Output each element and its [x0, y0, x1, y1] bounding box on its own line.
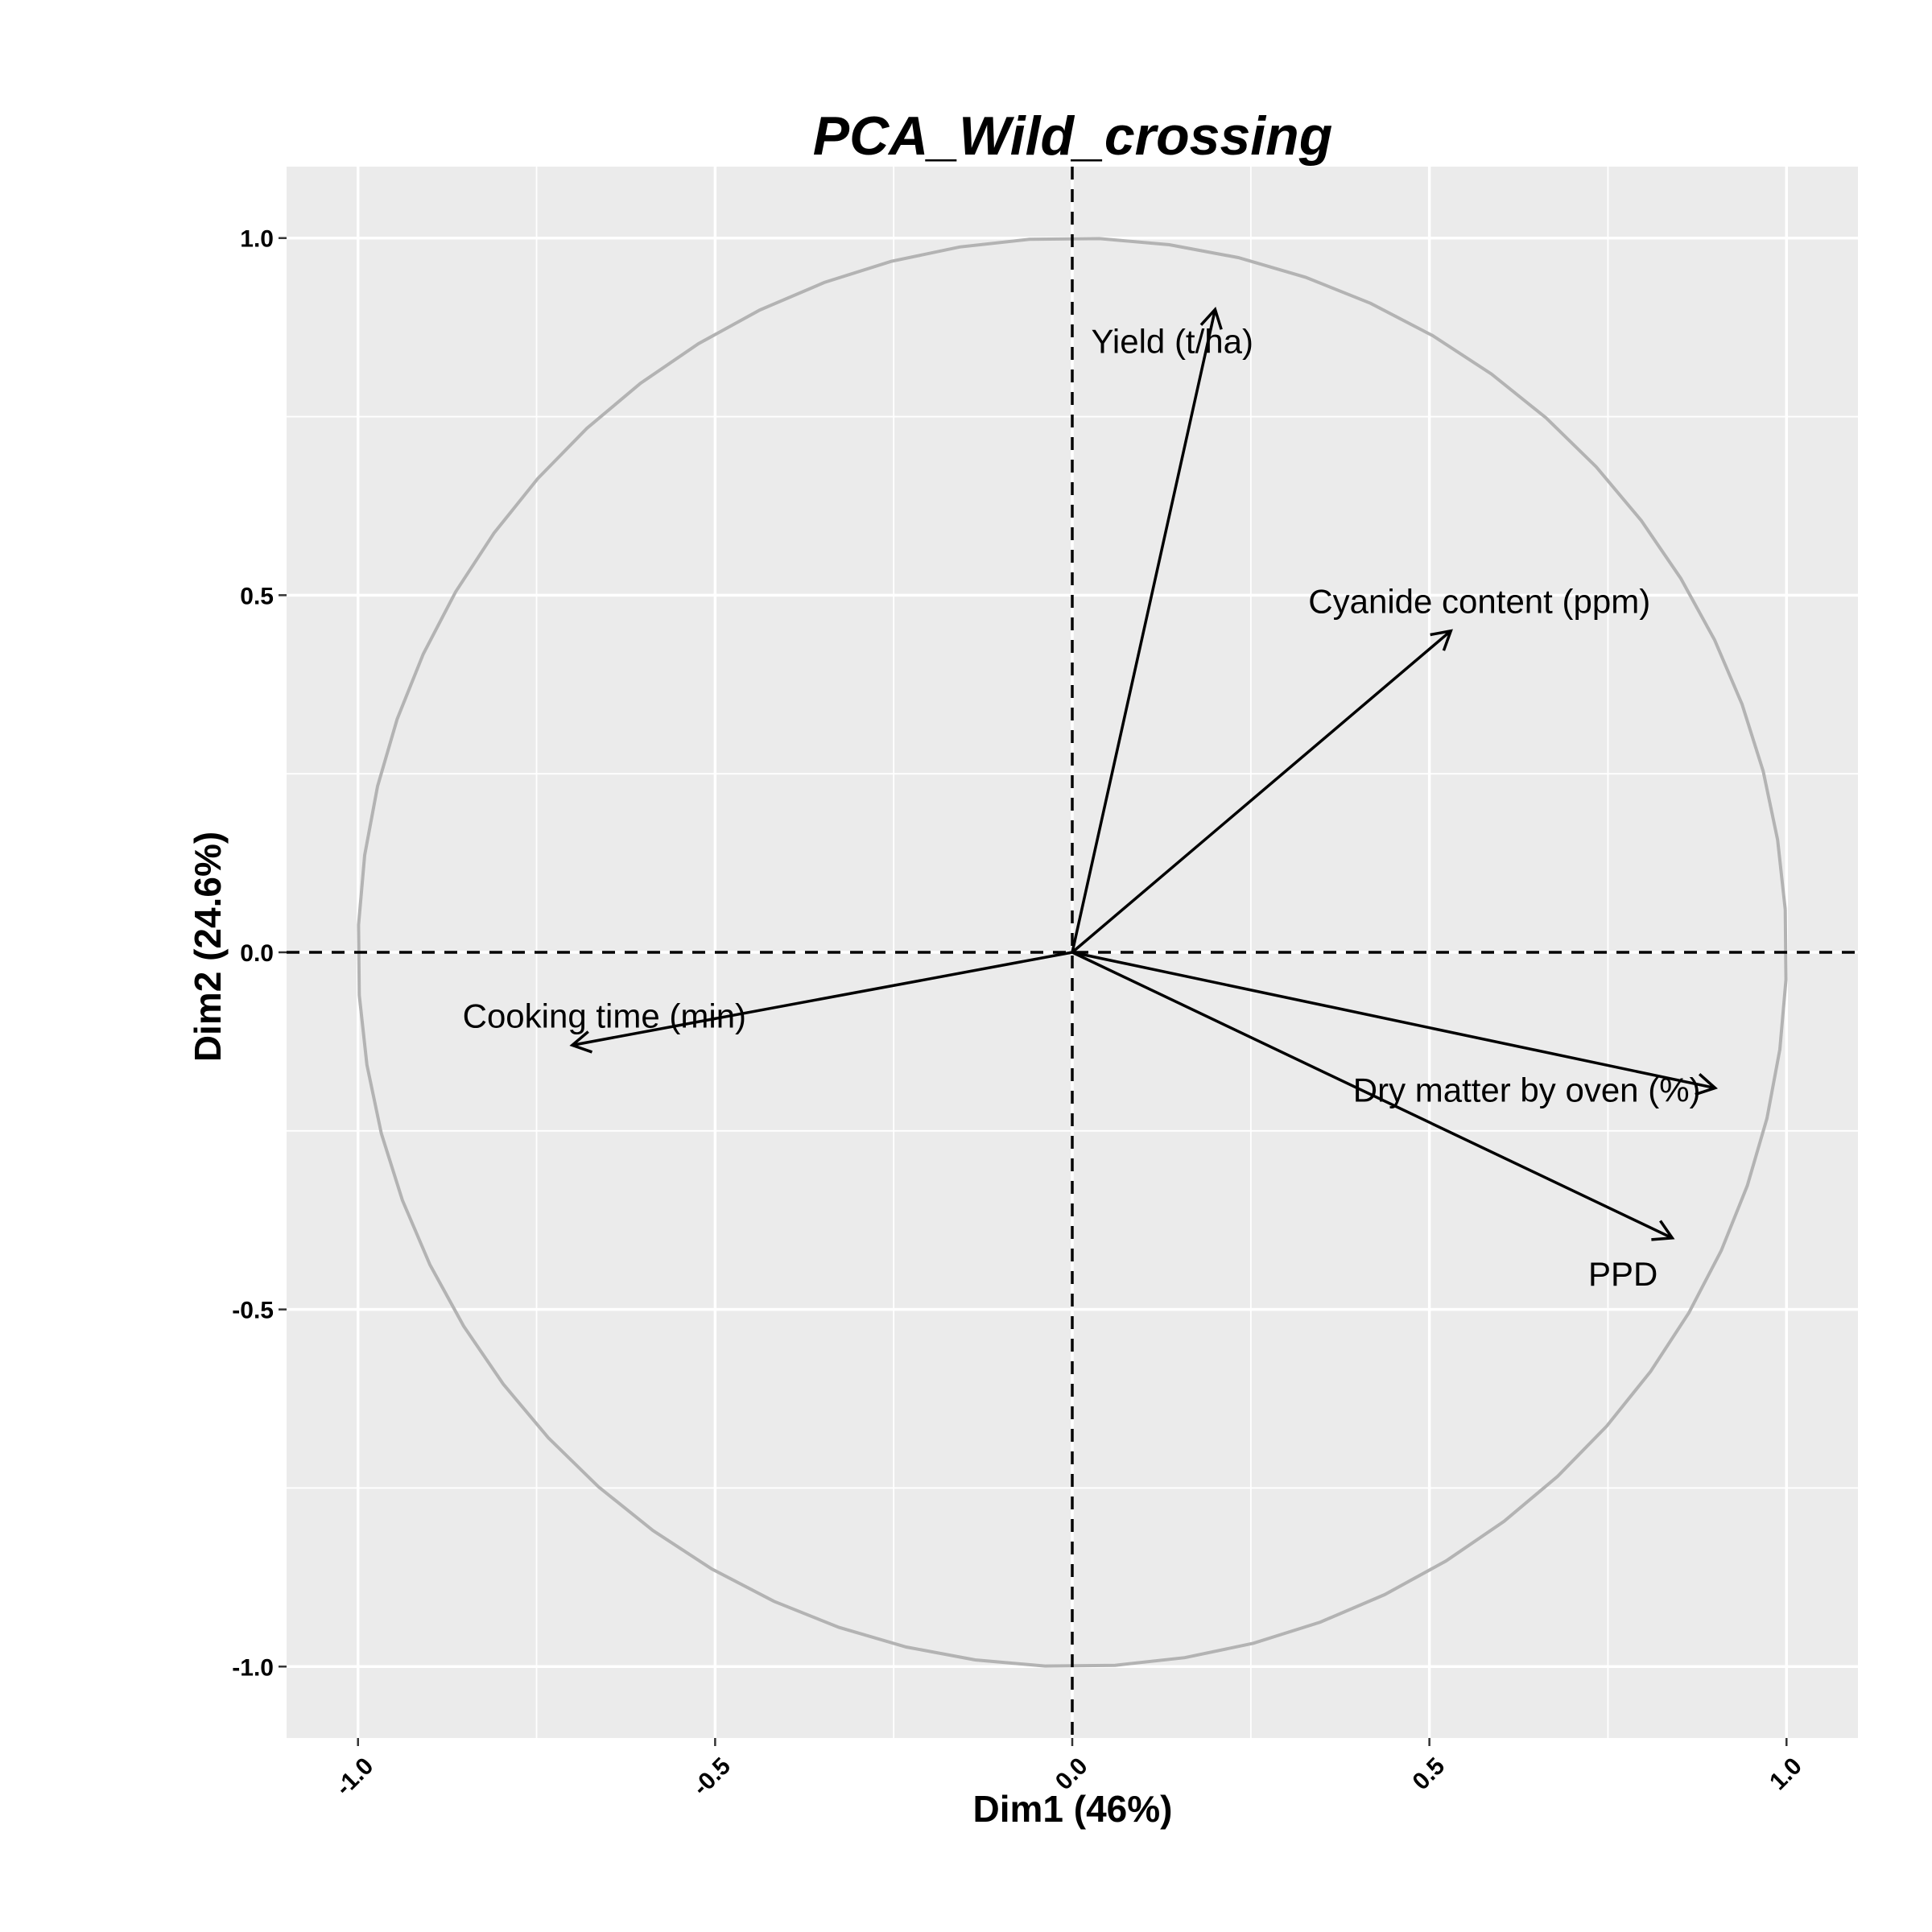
y-axis-title: Dim2 (24.6%) [187, 831, 229, 1063]
arrowhead-yield-t-ha [1199, 307, 1223, 330]
arrowhead-cyanide-content-ppm [1430, 629, 1453, 651]
x-axis-title: Dim1 (46%) [972, 1788, 1173, 1830]
y-tick-label: -0.5 [232, 1298, 274, 1324]
y-tick-label: 0.0 [240, 940, 274, 967]
arrow-cyanide-content-ppm [1071, 630, 1452, 954]
arrowhead-dry-matter-by-oven [1695, 1072, 1718, 1096]
variable-labels: Yield (t/ha) Cyanide content (ppm) Cooking… [463, 322, 1701, 1292]
label-ppd: PPD [1588, 1255, 1657, 1293]
label-dry-matter-by-oven: Dry matter by oven (%) [1353, 1071, 1701, 1109]
label-yield-t-ha: Yield (t/ha) [1091, 322, 1253, 360]
variable-arrows [569, 307, 1718, 1241]
arrow-yield-t-ha [1071, 309, 1217, 953]
arrowhead-ppd [1651, 1220, 1675, 1241]
unit-circle [357, 237, 1788, 1668]
arrow-cooking-time-min [572, 951, 1073, 1047]
y-tick-label: 0.5 [240, 583, 274, 609]
chart-title: PCA_Wild_crossing [812, 105, 1333, 167]
arrowhead-cooking-time-min [569, 1030, 593, 1054]
label-cyanide-content-ppm: Cyanide content (ppm) [1308, 583, 1650, 621]
arrow-dry-matter-by-oven [1071, 951, 1715, 1090]
label-cooking-time-min: Cooking time (min) [463, 997, 746, 1034]
y-tick-label: 1.0 [240, 226, 274, 253]
y-tick-label: -1.0 [232, 1654, 274, 1681]
arrow-ppd [1071, 951, 1674, 1240]
